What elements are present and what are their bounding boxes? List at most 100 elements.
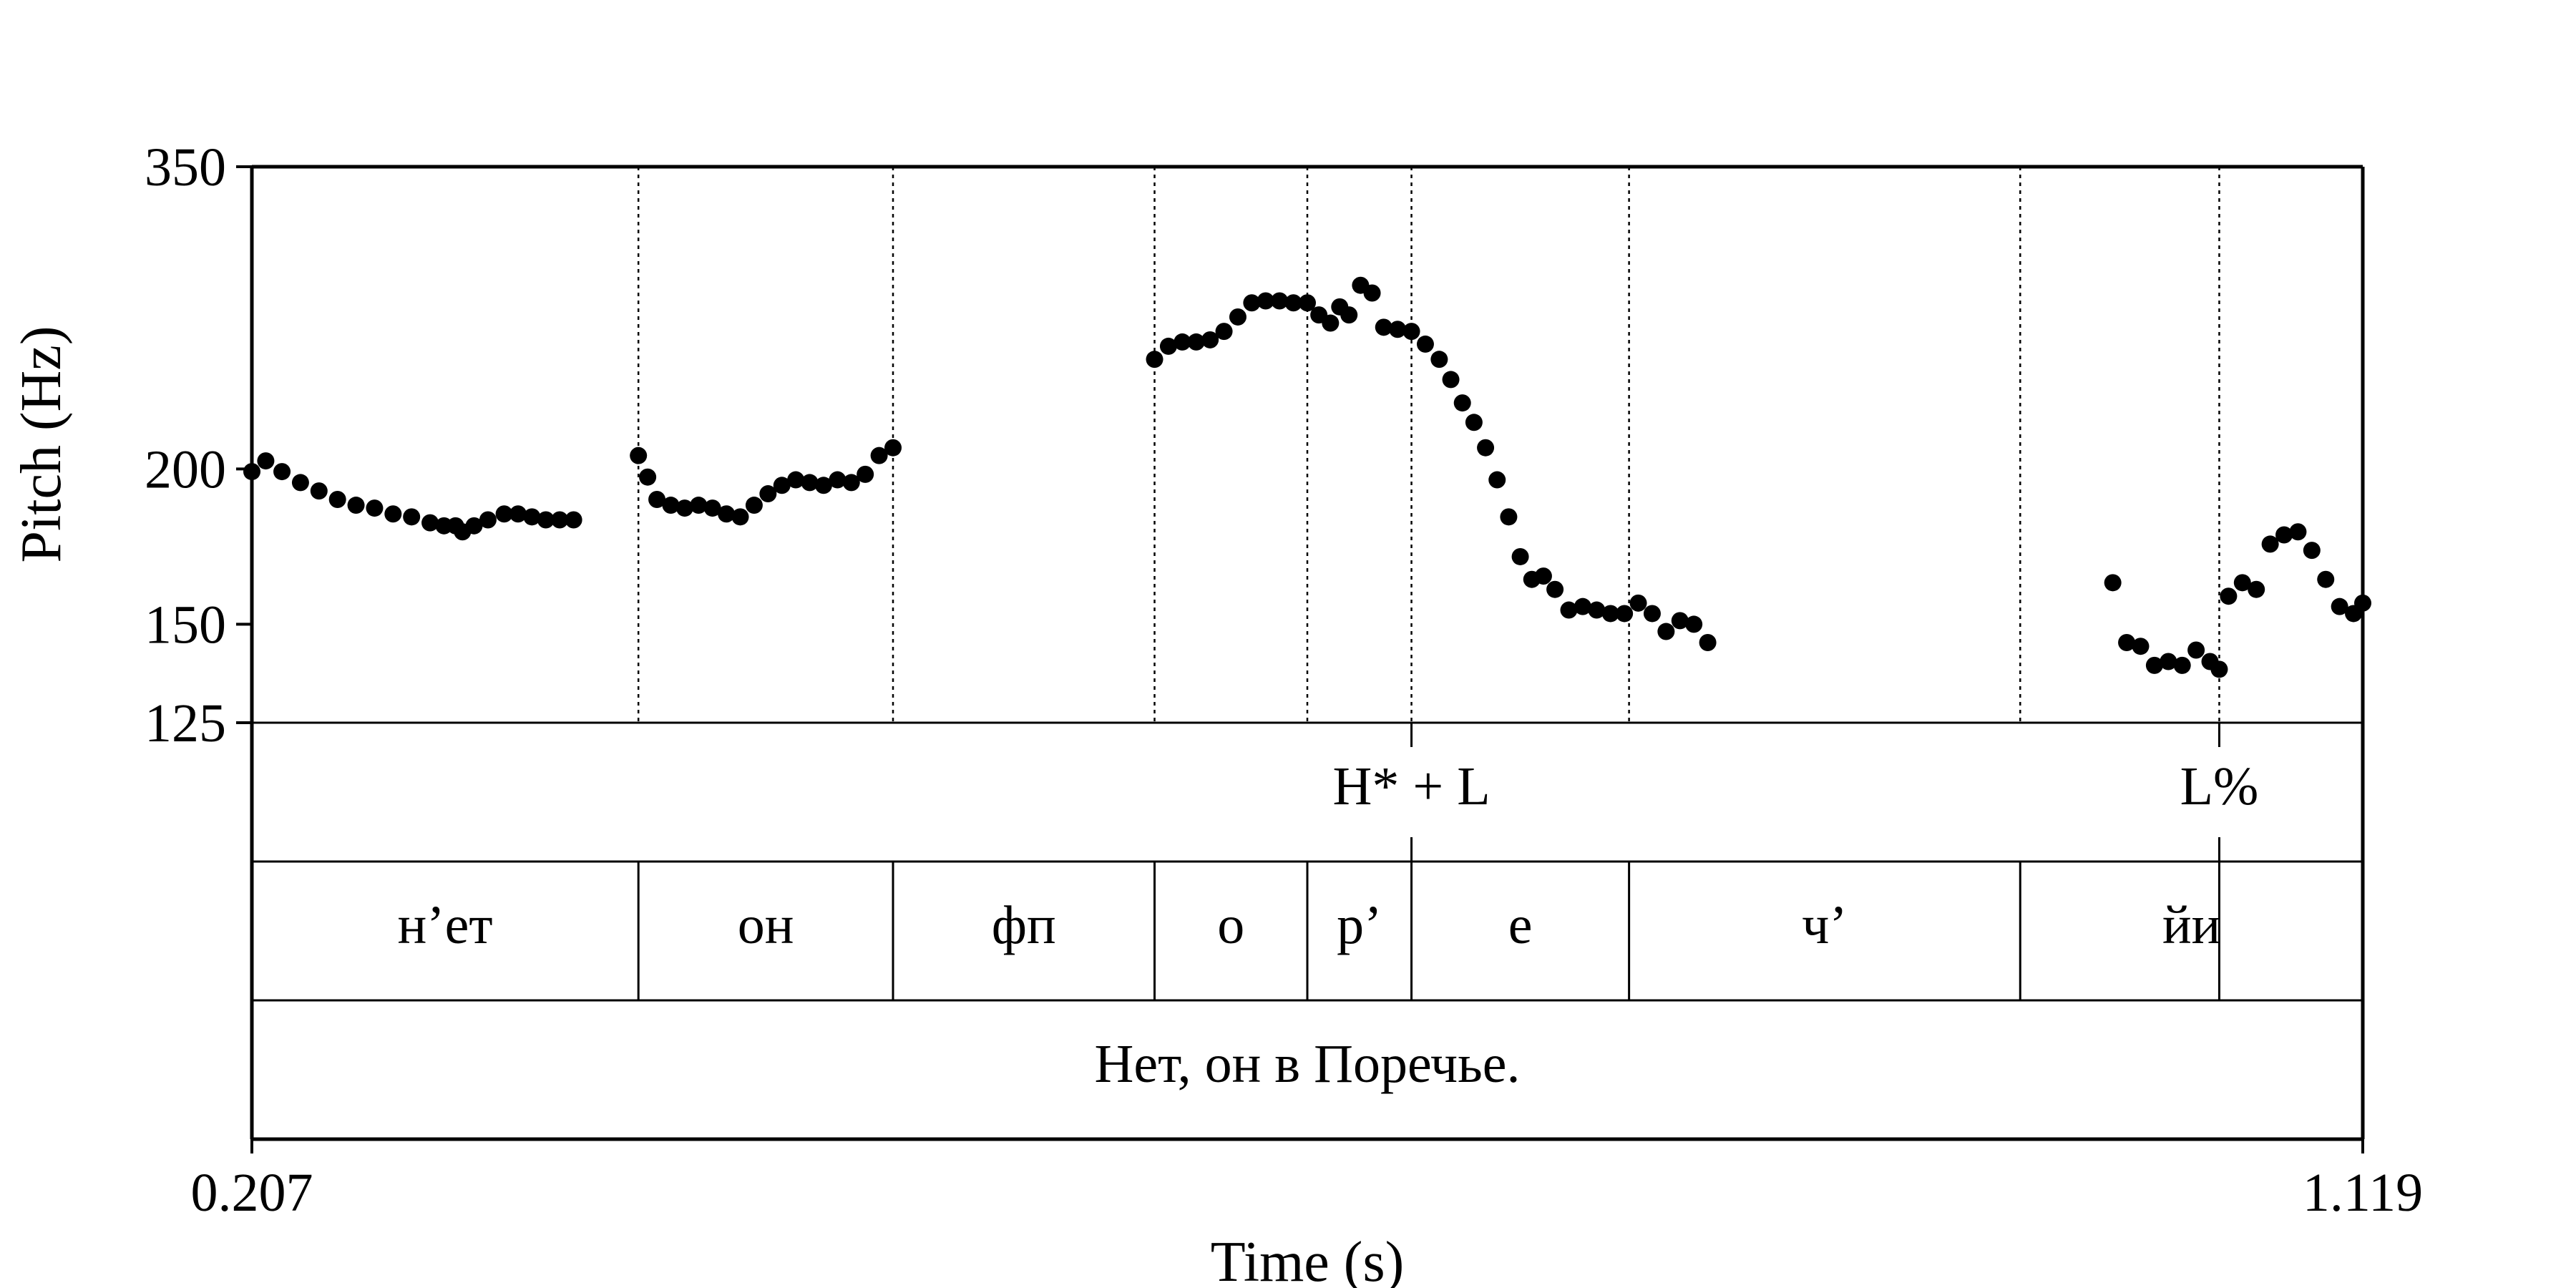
pitch-point [257,452,275,470]
pitch-point [842,474,860,492]
pitch-point [537,511,555,529]
y-tick-label: 125 [145,693,226,753]
segment-label: он [738,895,794,955]
pitch-point [1284,294,1302,312]
pitch-point [829,471,847,489]
pitch-point [731,508,749,526]
pitch-point [465,517,483,535]
pitch-point [2248,580,2265,598]
pitch-point [2132,638,2150,655]
pitch-point [1699,633,1717,651]
y-tick-label: 200 [145,439,226,499]
pitch-point [2303,542,2321,560]
pitch-point [2173,656,2191,674]
pitch-point [1363,284,1381,302]
pitch-point [1146,351,1163,369]
pitch-point [801,474,819,492]
segment-label: фп [992,895,1056,955]
pitch-point [495,505,513,523]
segment-label: р’ [1337,895,1382,955]
pitch-point [1229,308,1246,326]
pitch-point [273,463,291,481]
pitch-point [2187,641,2205,659]
pitch-point [1465,414,1483,431]
y-tick-label: 350 [145,137,226,197]
pitch-point [523,508,541,526]
pitch-point [2331,597,2348,615]
pitch-point [328,491,346,509]
pitch-point [2145,656,2163,674]
pitch-point [291,474,309,492]
pitch-point [1511,547,1529,565]
x-tick-label: 1.119 [2303,1163,2423,1223]
pitch-point [1629,594,1647,612]
pitch-point [565,511,582,529]
pitch-point [1402,323,1420,341]
pitch-point [2289,523,2307,541]
segment-label: ч’ [1802,895,1848,955]
pitch-point [403,508,421,526]
pitch-point [1453,394,1471,412]
pitch-point [1546,580,1564,598]
sentence-label: Нет, он в Поречье. [1094,1034,1520,1094]
pitch-point [421,514,439,532]
pitch-point [787,471,805,489]
pitch-point [690,497,708,514]
pitch-point [1375,318,1392,336]
pitch-point [870,447,888,464]
pitch-point [2104,574,2122,592]
y-axis-ticks: 350 200 150 125 [145,137,252,753]
segment-tier: н’ет он фп о р’ е ч’ йи [398,862,2220,1000]
pitch-point [1574,597,1591,615]
pitch-point [759,485,777,503]
y-tick-label: 150 [145,595,226,655]
pitch-point [1560,601,1578,619]
pitch-point [384,505,402,523]
pitch-point [1299,294,1316,312]
segment-label: е [1508,895,1533,955]
pitch-point [2118,633,2136,651]
pitch-point [1616,605,1634,623]
pitch-point [1430,351,1448,369]
pitch-point [857,465,874,483]
pitch-point [648,491,666,509]
segment-label: о [1217,895,1244,955]
pitch-point [1477,439,1495,457]
pitch-point [1500,508,1518,526]
pitch-point [884,439,902,457]
pitch-point [2220,587,2238,605]
pitch-point [2261,535,2279,553]
pitch-point [675,499,693,517]
segment-label: н’ет [398,895,493,955]
pitch-point [773,477,791,494]
pitch-point [1187,333,1205,351]
pitch-point [1643,605,1661,623]
pitch-point [1588,601,1606,619]
pitch-point [509,505,527,523]
pitch-point [1243,294,1261,312]
pitch-point [1159,337,1177,355]
pitch-point [479,511,497,529]
tone-tier: H* + L L% [1332,723,2258,862]
tone-label: H* + L [1332,756,1490,816]
y-axis-label: Pitch (Hz) [10,326,73,562]
pitch-point [2275,526,2293,544]
pitch-point [1174,333,1191,351]
pitch-point [814,477,832,494]
pitch-point [310,482,328,500]
pitch-point [1340,306,1358,324]
tone-label: L% [2180,756,2259,816]
pitch-point [745,497,763,514]
pitch-point [1416,335,1434,353]
pitch-point [1671,612,1689,630]
pitch-point [1442,371,1460,389]
pitch-point [630,447,648,464]
pitch-point [1322,314,1340,332]
x-axis-label: Time (s) [1211,1231,1404,1288]
pitch-point [1657,623,1675,640]
pitch-point [718,505,736,523]
x-axis-ticks: 0.207 1.119 [191,1139,2423,1223]
pitch-point [1488,471,1506,489]
pitch-point [1201,331,1219,348]
